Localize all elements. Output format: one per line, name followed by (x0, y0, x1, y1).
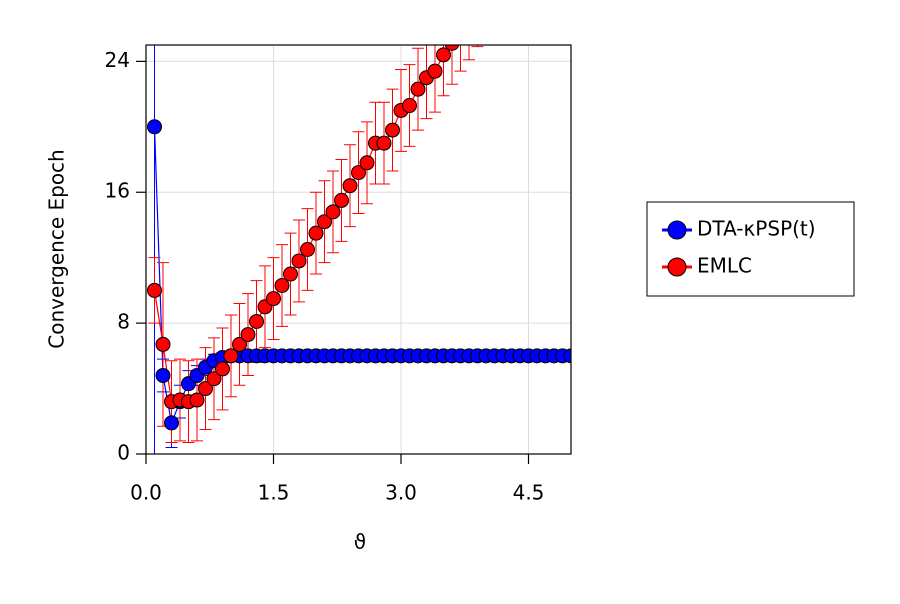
point (274, 277, 290, 293)
point (436, 47, 451, 63)
error-bar (471, 45, 484, 48)
point (155, 336, 171, 352)
legend-label: EMLC (697, 254, 752, 278)
point (232, 336, 247, 352)
point (385, 122, 400, 138)
point (462, 12, 476, 26)
point (359, 155, 375, 171)
point (283, 266, 298, 282)
point (189, 392, 205, 408)
error-bar (454, 45, 467, 72)
y-tick-label: 16 (105, 179, 130, 203)
y-tick-label: 0 (117, 441, 130, 465)
point (155, 367, 171, 383)
point (223, 348, 239, 364)
point (291, 253, 307, 269)
legend-label: DTA-κPSP(t) (697, 217, 816, 241)
point (266, 291, 281, 307)
point (479, 0, 493, 1)
point (402, 98, 417, 114)
point (147, 119, 162, 135)
y-tick-label: 24 (105, 48, 130, 72)
point (215, 361, 230, 377)
legend-box (646, 201, 855, 297)
point (206, 371, 222, 387)
point (427, 63, 443, 79)
point (164, 415, 179, 431)
plot-frame (145, 44, 572, 455)
error-bar (497, 0, 509, 11)
legend-marker (667, 220, 687, 240)
x-tick-label: 4.5 (513, 481, 545, 505)
plot-area (147, 0, 571, 454)
point (147, 282, 162, 298)
x-tick-label: 3.0 (385, 481, 417, 505)
legend-marker (667, 257, 687, 277)
point (471, 0, 485, 13)
x-axis-label: ϑ (354, 530, 366, 554)
legend: DTA-κPSP(t) EMLC (662, 217, 816, 278)
point (334, 192, 349, 208)
point (317, 214, 332, 230)
point (198, 381, 213, 397)
y-tick-label: 8 (117, 310, 130, 334)
point (454, 23, 468, 37)
error-bar (446, 45, 458, 85)
point (325, 204, 341, 220)
point (376, 135, 392, 151)
error-bar (489, 0, 501, 22)
point (444, 45, 460, 51)
y-axis-label: Convergence Epoch (45, 149, 69, 348)
axes: 0.0 1.5 3.0 4.5 0 8 16 24 (105, 48, 545, 505)
point (249, 313, 264, 329)
point (351, 165, 366, 181)
series-line (153, 45, 452, 403)
error-bar (463, 45, 475, 61)
x-tick-label: 0.0 (130, 481, 162, 505)
point (410, 81, 426, 97)
point (308, 225, 324, 241)
point (240, 327, 256, 343)
x-tick-label: 1.5 (258, 481, 290, 505)
point (300, 242, 315, 257)
error-bar (480, 0, 492, 35)
point (342, 178, 358, 194)
point (563, 348, 571, 364)
